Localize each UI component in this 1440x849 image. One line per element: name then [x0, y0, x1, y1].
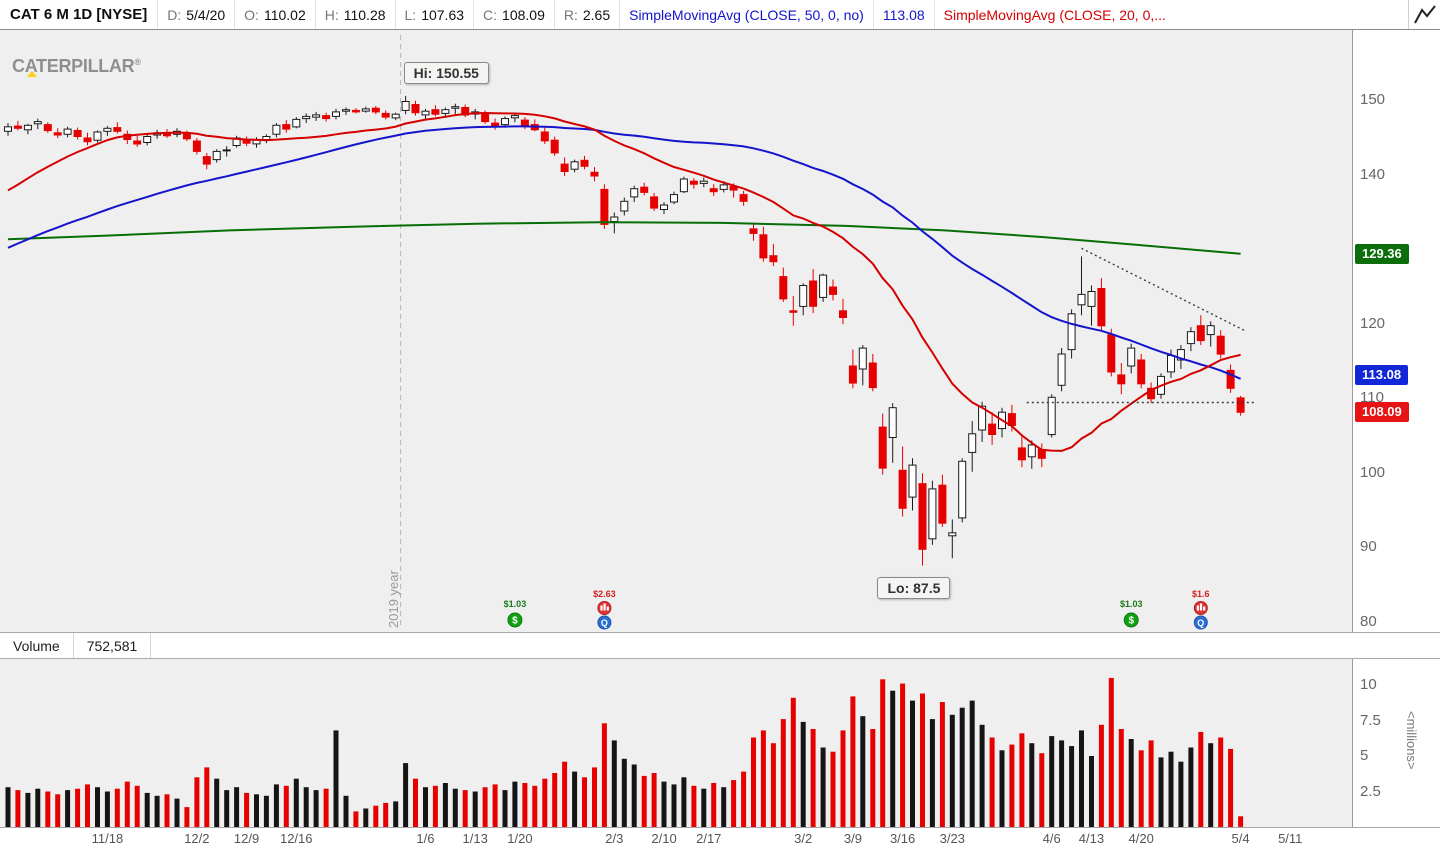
dividend-label: $1.03: [1120, 599, 1143, 609]
volume-axis-unit: <millions>: [1404, 711, 1419, 770]
earnings-label: $2.63: [593, 589, 616, 599]
conference-call-icon[interactable]: Q: [597, 615, 612, 630]
caterpillar-watermark: CATERPILLAR®: [12, 56, 141, 77]
field-d: D: 5/4/20: [158, 0, 236, 29]
watermark-text: CATERPILLAR: [12, 56, 135, 76]
price-tick-150: 150: [1360, 91, 1386, 108]
date-tick-3-16: 3/16: [889, 831, 916, 846]
sma50-indicator-value: 113.08: [874, 0, 935, 29]
field-label: R:: [563, 6, 578, 23]
volume-pane-label[interactable]: Volume: [0, 633, 74, 658]
volume-axis[interactable]: <millions> 10 7.5 5 2.5: [1352, 659, 1440, 827]
field-value: 5/4/20: [186, 6, 226, 23]
sma20-indicator-label[interactable]: SimpleMovingAvg (CLOSE, 20, 0,...: [943, 6, 1166, 23]
field-c: C: 108.09: [474, 0, 555, 29]
trendline-descending-resistance[interactable]: [1081, 247, 1246, 332]
field-value: 2.65: [582, 6, 611, 23]
dividend-icon[interactable]: $: [507, 612, 523, 628]
date-tick-1-20: 1/20: [507, 831, 533, 846]
field-value: 108.09: [502, 6, 545, 23]
sma200-line: [7, 221, 1241, 255]
field-label: C:: [483, 6, 498, 23]
volume-value: 752,581: [74, 633, 152, 658]
date-tick-12-9: 12/9: [233, 831, 260, 846]
date-tick-1-13: 1/13: [462, 831, 488, 846]
high-annotation: Hi: 150.55: [403, 61, 489, 84]
last-price-badge: 108.09: [1355, 402, 1409, 423]
date-tick-2-10: 2/10: [651, 831, 677, 846]
sma50-value-badge: 113.08: [1355, 365, 1409, 386]
chart-style-button[interactable]: [1408, 0, 1440, 29]
symbol-title[interactable]: CAT 6 M 1D [NYSE]: [0, 0, 159, 29]
sma200-value-badge: 129.36: [1355, 243, 1409, 264]
field-r: R: 2.65: [555, 0, 621, 29]
date-tick-5-4: 5/4: [1231, 831, 1250, 846]
field-label: H:: [324, 6, 339, 23]
conference-call-icon[interactable]: Q: [1193, 615, 1208, 630]
candlestick-chart[interactable]: $1.03 $ $2.63 Q $1.03 $ $1.6 Q: [0, 30, 1352, 632]
ohlc-fields: D: 5/4/20 O: 110.02 H: 110.28 L: 107.63 C: 108.09…: [158, 0, 621, 29]
volume-tick-7.5: 7.5: [1360, 711, 1381, 729]
dividend-label: $1.03: [504, 599, 527, 609]
date-tick-3-23: 3/23: [939, 831, 965, 846]
date-tick-3-2: 3/2: [794, 831, 813, 846]
low-annotation: Lo: 87.5: [877, 576, 951, 599]
date-tick-5-11: 5/11: [1278, 831, 1303, 846]
price-tick-120: 120: [1360, 314, 1386, 332]
price-axis[interactable]: 150 140 120 110 100 90 80 129.36 113.08 108.09: [1352, 30, 1440, 632]
sma50-indicator-label[interactable]: SimpleMovingAvg (CLOSE, 50, 0, no): [620, 0, 874, 29]
registered-mark: ®: [134, 57, 141, 67]
date-tick-12-16: 12/16: [279, 831, 313, 846]
volume-tick-10: 10: [1360, 676, 1377, 693]
volume-pane-header: Volume 752,581: [0, 632, 1440, 659]
field-label: L:: [404, 6, 417, 23]
field-label: D:: [167, 6, 182, 23]
date-axis[interactable]: 11/18 12/2 12/9 12/16 1/6 1/13 1/20 2/3 2/10 2/17…: [0, 827, 1440, 849]
date-tick-4-20: 4/20: [1128, 831, 1154, 846]
svg-text:$: $: [512, 616, 518, 627]
line-chart-icon: [1413, 4, 1436, 23]
sma50-line: [7, 125, 1241, 380]
price-tick-110: 110: [1360, 389, 1384, 406]
price-tick-140: 140: [1360, 165, 1386, 183]
chart-header: CAT 6 M 1D [NYSE] D: 5/4/20 O: 110.02 H: 110.…: [0, 0, 1440, 30]
volume-tick-5: 5: [1360, 747, 1369, 764]
date-tick-3-9: 3/9: [843, 831, 862, 846]
field-value: 107.63: [421, 6, 465, 23]
date-tick-11-18: 11/18: [91, 831, 124, 846]
price-plot-area[interactable]: $1.03 $ $2.63 Q $1.03 $ $1.6 Q CATERPILLAR® Hi:…: [0, 30, 1352, 632]
date-tick-2-17: 2/17: [696, 831, 722, 846]
date-tick-1-6: 1/6: [416, 831, 435, 846]
earnings-report-icon[interactable]: [1193, 601, 1208, 615]
svg-text:$: $: [1128, 616, 1134, 627]
svg-text:Q: Q: [1197, 618, 1204, 628]
price-pane: $1.03 $ $2.63 Q $1.03 $ $1.6 Q CATERPILLAR® Hi:…: [0, 30, 1440, 632]
field-l: L: 107.63: [396, 0, 475, 29]
field-label: O:: [244, 6, 259, 23]
price-tick-80: 80: [1360, 612, 1377, 630]
year-divider-label: 2019 year: [385, 570, 401, 628]
volume-plot-area[interactable]: [0, 659, 1352, 827]
sma20-line: [7, 111, 1241, 452]
date-tick-4-6: 4/6: [1042, 831, 1061, 846]
dividend-icon[interactable]: $: [1123, 612, 1139, 628]
volume-tick-2.5: 2.5: [1360, 782, 1381, 800]
earnings-report-icon[interactable]: [597, 601, 612, 615]
caterpillar-triangle-icon: [27, 71, 37, 77]
field-h: H: 110.28: [316, 0, 396, 29]
svg-text:Q: Q: [601, 618, 608, 628]
volume-bars-chart[interactable]: [0, 659, 1352, 827]
field-value: 110.28: [343, 6, 386, 23]
volume-pane: <millions> 10 7.5 5 2.5: [0, 659, 1440, 827]
earnings-label: $1.6: [1192, 589, 1210, 599]
date-tick-2-3: 2/3: [605, 831, 624, 846]
date-tick-4-13: 4/13: [1078, 831, 1105, 846]
date-tick-12-2: 12/2: [184, 831, 210, 846]
price-tick-90: 90: [1360, 538, 1377, 555]
field-o: O: 110.02: [235, 0, 316, 29]
field-value: 110.02: [263, 6, 306, 23]
price-tick-100: 100: [1360, 463, 1386, 481]
